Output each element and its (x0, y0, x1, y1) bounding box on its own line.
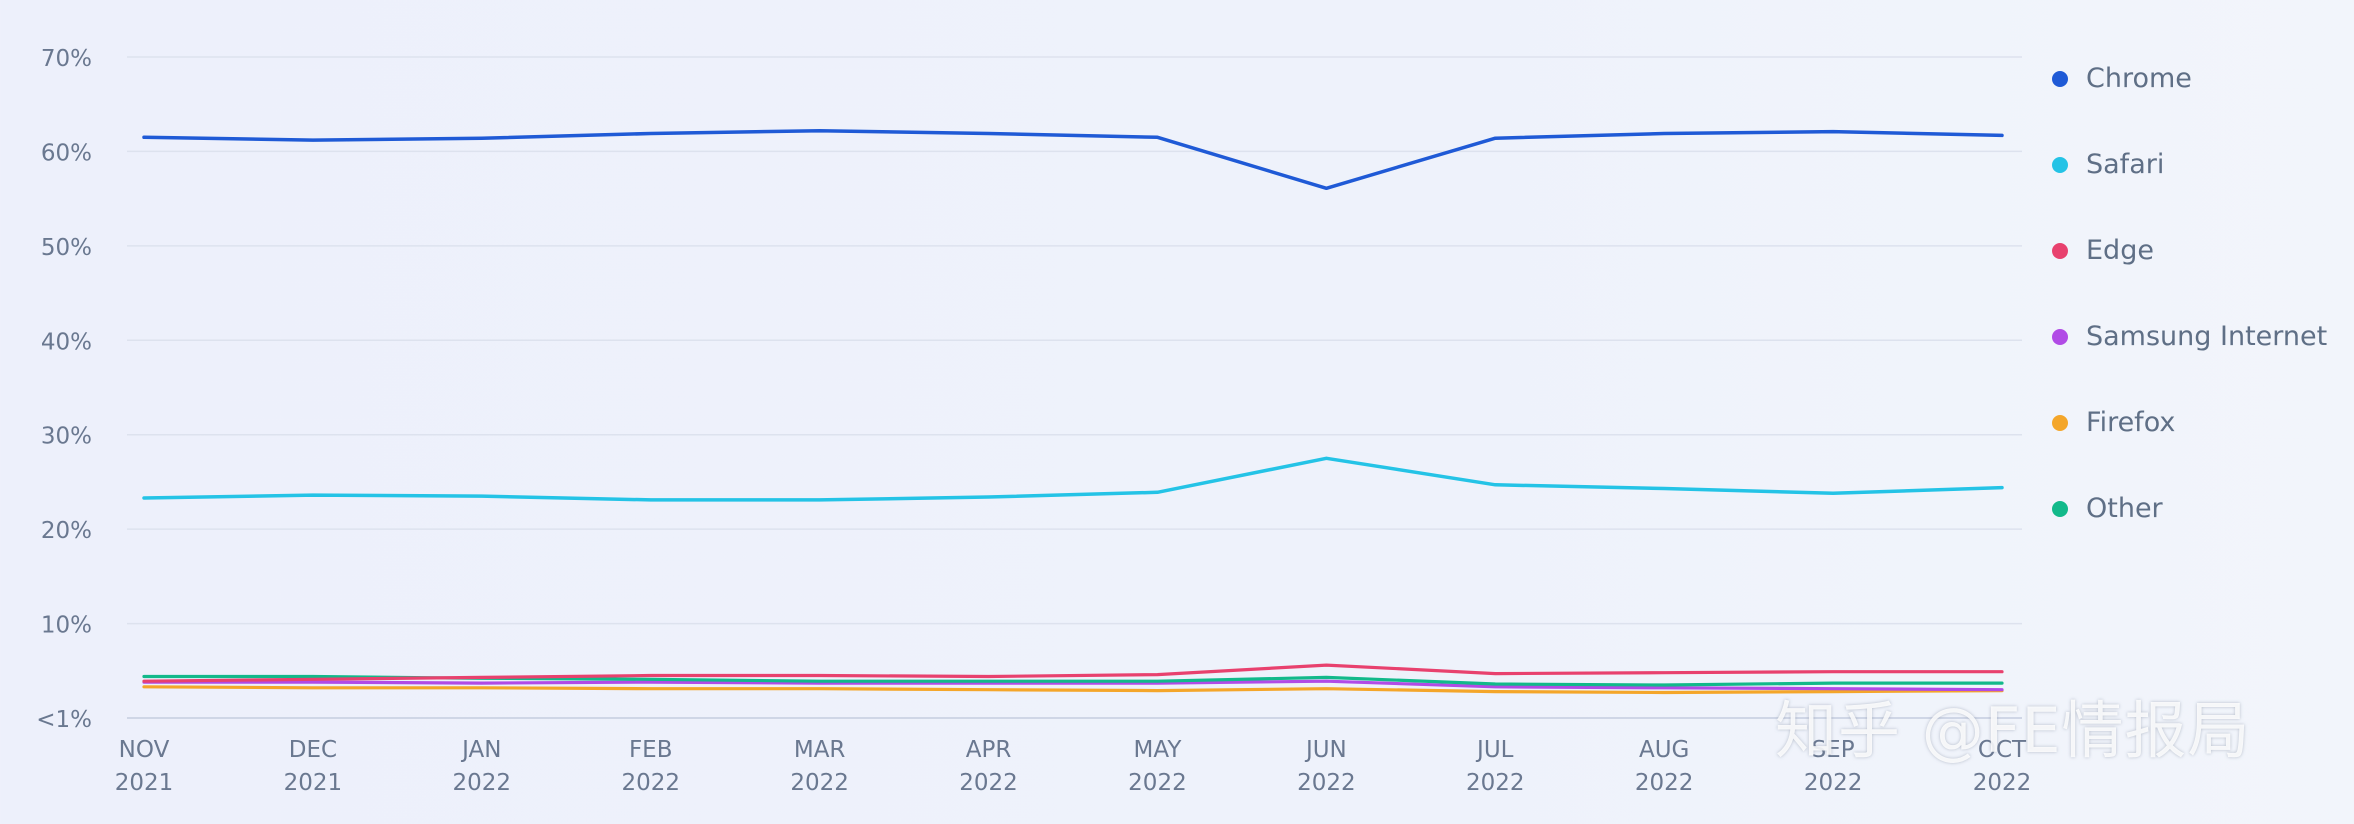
y-tick-label: <1% (36, 707, 92, 733)
legend-item-safari[interactable]: Safari (2052, 144, 2352, 230)
x-tick-month: JAN (460, 737, 501, 763)
x-tick-label: APR 2022 (959, 737, 1018, 796)
x-tick-year: 2022 (790, 770, 849, 796)
x-tick-label: AUG 2022 (1635, 737, 1694, 796)
series-line-edge (142, 663, 2004, 683)
x-tick-month: JUN (1304, 737, 1347, 763)
x-tick-label: SEP 2022 (1804, 737, 1863, 796)
legend-label: Samsung Internet (2086, 321, 2328, 352)
x-axis-ticks: NOV 2021 DEC 2021 JAN 2022 FEB 2022 MAR 2022 APR 20… (115, 737, 2032, 796)
legend-label: Safari (2086, 149, 2165, 180)
legend-item-firefox[interactable]: Firefox (2052, 402, 2352, 488)
series-line-firefox (142, 685, 2004, 695)
x-tick-year: 2022 (1466, 770, 1525, 796)
y-tick-label: 40% (41, 329, 92, 355)
x-tick-year: 2022 (1297, 770, 1356, 796)
legend-item-edge[interactable]: Edge (2052, 230, 2352, 316)
legend-dot-icon (2052, 157, 2068, 173)
y-tick-label: 20% (41, 518, 92, 544)
x-tick-year: 2022 (1973, 770, 2032, 796)
x-tick-label: MAY 2022 (1128, 737, 1187, 796)
y-tick-label: 10% (41, 613, 92, 639)
y-tick-label: 60% (41, 140, 92, 166)
legend-item-samsung-internet[interactable]: Samsung Internet (2052, 316, 2352, 402)
x-tick-year: 2022 (1804, 770, 1863, 796)
x-tick-month: SEP (1812, 737, 1855, 763)
legend-dot-icon (2052, 243, 2068, 259)
x-tick-year: 2021 (284, 770, 343, 796)
legend-dot-icon (2052, 501, 2068, 517)
x-tick-label: OCT 2022 (1973, 737, 2032, 796)
x-tick-year: 2022 (1128, 770, 1187, 796)
x-tick-month: MAY (1134, 737, 1183, 763)
x-tick-label: MAR 2022 (790, 737, 849, 796)
x-tick-label: JAN 2022 (453, 737, 512, 796)
x-tick-year: 2022 (453, 770, 512, 796)
legend-dot-icon (2052, 71, 2068, 87)
legend-label: Other (2086, 493, 2163, 524)
grid-layer (127, 56, 2022, 719)
y-tick-label: 50% (41, 235, 92, 261)
y-axis-ticks: <1% 10% 20% 30% 40% 50% 60% 70% (36, 46, 92, 733)
x-tick-label: NOV 2021 (115, 737, 174, 796)
x-tick-label: JUN 2022 (1297, 737, 1356, 796)
y-tick-label: 70% (41, 46, 92, 72)
series-line-safari (142, 456, 2004, 502)
legend-label: Edge (2086, 235, 2154, 266)
series-line-samsung-internet (142, 679, 2004, 692)
legend-dot-icon (2052, 329, 2068, 345)
legend-label: Firefox (2086, 407, 2176, 438)
x-tick-month: NOV (119, 737, 170, 763)
series-layer (142, 128, 2004, 695)
x-tick-month: FEB (629, 737, 673, 763)
x-tick-label: JUL 2022 (1466, 737, 1525, 796)
series-line-chrome (142, 128, 2004, 191)
x-tick-month: MAR (794, 737, 846, 763)
legend-item-other[interactable]: Other (2052, 488, 2352, 574)
x-tick-month: JUL (1475, 737, 1514, 763)
x-tick-month: OCT (1978, 737, 2027, 763)
legend-item-chrome[interactable]: Chrome (2052, 58, 2352, 144)
x-tick-year: 2022 (1635, 770, 1694, 796)
watermark: 知乎 @FE情报局 (1775, 694, 2251, 767)
legend: Chrome Safari Edge Samsung Internet Firefox O… (2052, 58, 2352, 574)
y-tick-label: 30% (41, 424, 92, 450)
x-tick-year: 2022 (621, 770, 680, 796)
legend-label: Chrome (2086, 63, 2192, 94)
x-tick-month: DEC (289, 737, 337, 763)
x-tick-month: AUG (1639, 737, 1689, 763)
x-tick-year: 2021 (115, 770, 174, 796)
x-tick-year: 2022 (959, 770, 1018, 796)
x-tick-month: APR (966, 737, 1012, 763)
x-tick-label: FEB 2022 (621, 737, 680, 796)
legend-dot-icon (2052, 415, 2068, 431)
x-tick-label: DEC 2021 (284, 737, 343, 796)
